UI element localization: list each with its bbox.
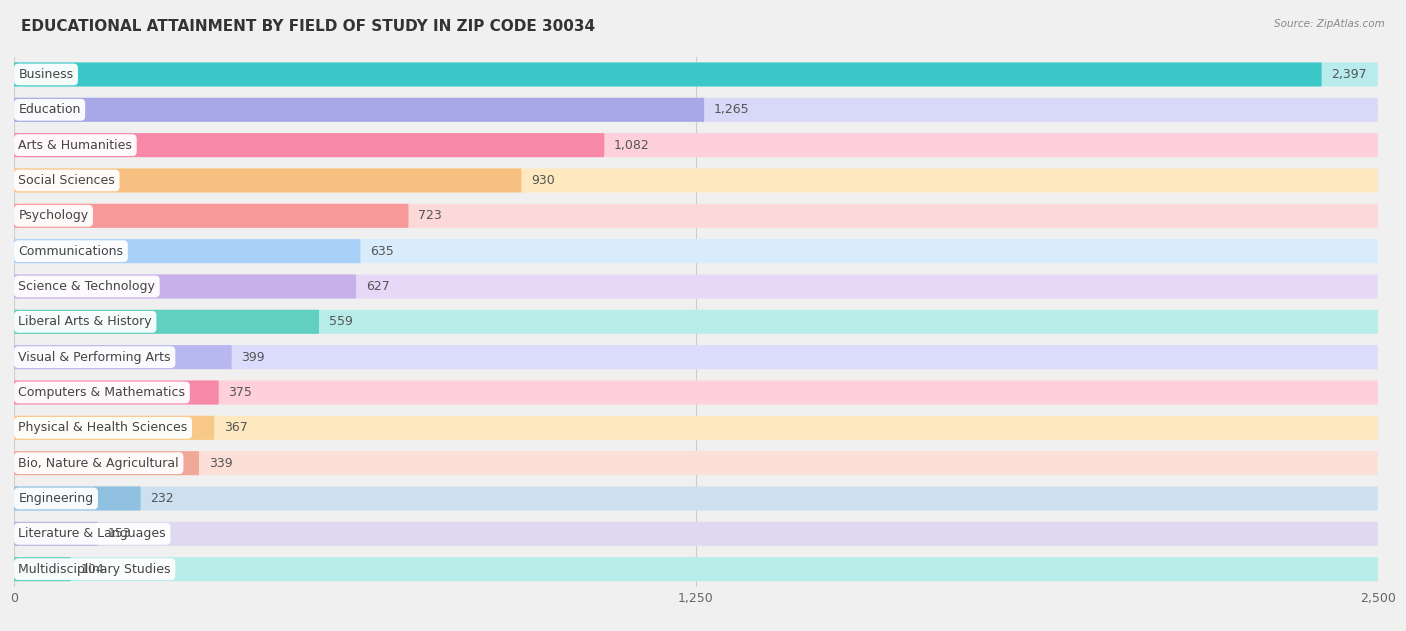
FancyBboxPatch shape xyxy=(14,239,360,263)
FancyBboxPatch shape xyxy=(14,416,214,440)
Text: EDUCATIONAL ATTAINMENT BY FIELD OF STUDY IN ZIP CODE 30034: EDUCATIONAL ATTAINMENT BY FIELD OF STUDY… xyxy=(21,19,595,34)
FancyBboxPatch shape xyxy=(14,98,704,122)
Text: Education: Education xyxy=(18,103,80,116)
FancyBboxPatch shape xyxy=(14,274,356,298)
Text: Science & Technology: Science & Technology xyxy=(18,280,155,293)
FancyBboxPatch shape xyxy=(14,522,1378,546)
Text: 232: 232 xyxy=(150,492,174,505)
Text: 104: 104 xyxy=(80,563,104,575)
Text: 1,265: 1,265 xyxy=(714,103,749,116)
Text: Engineering: Engineering xyxy=(18,492,94,505)
Text: Social Sciences: Social Sciences xyxy=(18,174,115,187)
Text: 375: 375 xyxy=(228,386,252,399)
Text: Psychology: Psychology xyxy=(18,209,89,222)
Text: Liberal Arts & History: Liberal Arts & History xyxy=(18,316,152,328)
Text: Bio, Nature & Agricultural: Bio, Nature & Agricultural xyxy=(18,457,179,469)
FancyBboxPatch shape xyxy=(14,557,1378,581)
FancyBboxPatch shape xyxy=(14,62,1378,86)
Text: 399: 399 xyxy=(242,351,266,363)
FancyBboxPatch shape xyxy=(14,62,1322,86)
FancyBboxPatch shape xyxy=(14,522,97,546)
FancyBboxPatch shape xyxy=(14,168,1378,192)
Text: 635: 635 xyxy=(370,245,394,257)
Text: 153: 153 xyxy=(107,528,131,540)
Text: Communications: Communications xyxy=(18,245,124,257)
FancyBboxPatch shape xyxy=(14,310,319,334)
FancyBboxPatch shape xyxy=(14,487,141,510)
FancyBboxPatch shape xyxy=(14,345,1378,369)
Text: Literature & Languages: Literature & Languages xyxy=(18,528,166,540)
FancyBboxPatch shape xyxy=(14,487,1378,510)
FancyBboxPatch shape xyxy=(14,239,1378,263)
Text: Source: ZipAtlas.com: Source: ZipAtlas.com xyxy=(1274,19,1385,29)
Text: Multidisciplinary Studies: Multidisciplinary Studies xyxy=(18,563,172,575)
FancyBboxPatch shape xyxy=(14,557,70,581)
FancyBboxPatch shape xyxy=(14,345,232,369)
FancyBboxPatch shape xyxy=(14,204,1378,228)
Text: Business: Business xyxy=(18,68,73,81)
Text: Visual & Performing Arts: Visual & Performing Arts xyxy=(18,351,172,363)
FancyBboxPatch shape xyxy=(14,133,1378,157)
Text: Physical & Health Sciences: Physical & Health Sciences xyxy=(18,422,187,434)
Text: 930: 930 xyxy=(531,174,555,187)
FancyBboxPatch shape xyxy=(14,451,1378,475)
Text: 1,082: 1,082 xyxy=(614,139,650,151)
Text: Computers & Mathematics: Computers & Mathematics xyxy=(18,386,186,399)
Text: 2,397: 2,397 xyxy=(1331,68,1367,81)
FancyBboxPatch shape xyxy=(14,168,522,192)
Text: 627: 627 xyxy=(366,280,389,293)
FancyBboxPatch shape xyxy=(14,274,1378,298)
Text: 559: 559 xyxy=(329,316,353,328)
Text: 367: 367 xyxy=(224,422,247,434)
FancyBboxPatch shape xyxy=(14,380,1378,404)
Text: 339: 339 xyxy=(209,457,232,469)
FancyBboxPatch shape xyxy=(14,310,1378,334)
Text: Arts & Humanities: Arts & Humanities xyxy=(18,139,132,151)
FancyBboxPatch shape xyxy=(14,204,409,228)
Text: 723: 723 xyxy=(419,209,441,222)
FancyBboxPatch shape xyxy=(14,451,200,475)
FancyBboxPatch shape xyxy=(14,98,1378,122)
FancyBboxPatch shape xyxy=(14,380,219,404)
FancyBboxPatch shape xyxy=(14,416,1378,440)
FancyBboxPatch shape xyxy=(14,133,605,157)
